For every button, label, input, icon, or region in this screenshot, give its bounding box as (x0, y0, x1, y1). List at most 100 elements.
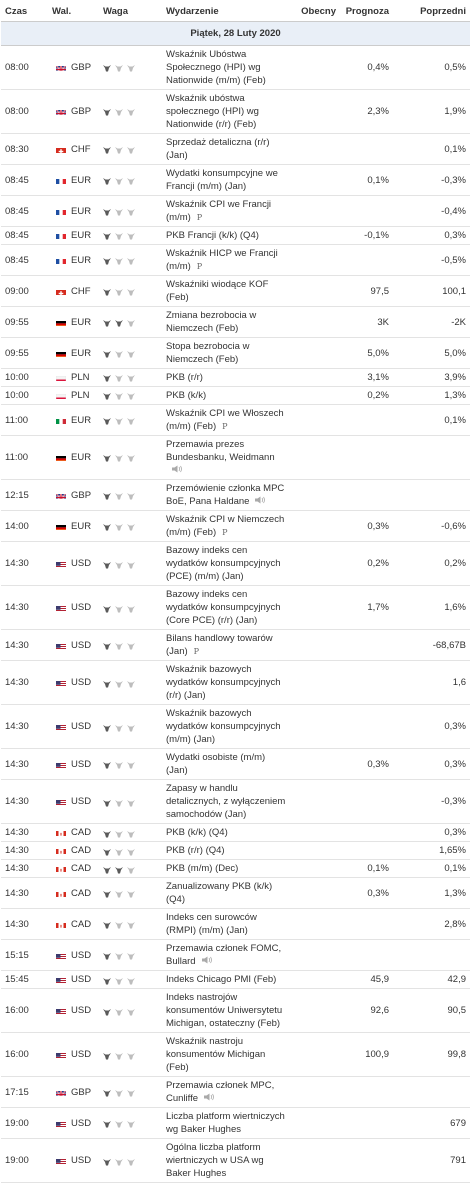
preliminary-marker[interactable]: P (222, 528, 227, 537)
col-header-actual[interactable]: Obecny (290, 0, 340, 22)
flag-us-icon (56, 1157, 66, 1164)
event-title[interactable]: Wskaźnik bazowych wydatków konsumpcyjnyc… (166, 708, 281, 745)
event-title[interactable]: PKB (r/r) (166, 372, 203, 383)
event-currency: CAD (71, 827, 91, 838)
event-title[interactable]: Bilans handlowy towarów (Jan) (166, 633, 273, 657)
event-time: 14:30 (1, 909, 48, 940)
event-title[interactable]: Wydatki osobiste (m/m) (Jan) (166, 752, 265, 776)
bull-icon (127, 976, 135, 984)
event-title[interactable]: Sprzedaż detaliczna (r/r) (Jan) (166, 137, 269, 161)
preliminary-marker[interactable]: P (197, 262, 202, 271)
event-title[interactable]: PKB (k/k) (Q4) (166, 827, 228, 838)
flag-fr-icon (56, 177, 66, 184)
event-title[interactable]: Stopa bezrobocia w Niemczech (Feb) (166, 341, 249, 365)
event-title[interactable]: Wskaźnik ubóstwa społecznego (HPI) wg Na… (166, 93, 259, 130)
event-title[interactable]: Liczba platform wiertniczych wg Baker Hu… (166, 1111, 285, 1135)
bull-icon (127, 760, 135, 768)
event-title[interactable]: Wskaźnik HICP we Francji (m/m) (166, 248, 278, 272)
bull-icon (127, 256, 135, 264)
event-title[interactable]: Indeks Chicago PMI (Feb) (166, 974, 276, 985)
col-header-previous[interactable]: Poprzedni (393, 0, 470, 22)
event-title[interactable]: Zmiana bezrobocia w Niemczech (Feb) (166, 310, 256, 334)
preliminary-marker[interactable]: P (222, 422, 227, 431)
event-previous: 0,3% (393, 227, 470, 245)
event-actual (290, 134, 340, 165)
bull-icon (115, 1157, 123, 1165)
event-title[interactable]: Wskaźnik Ubóstwa Społecznego (HPI) wg Na… (166, 49, 266, 86)
event-title[interactable]: Przemówienie członka MPC BoE, Pana Halda… (166, 483, 284, 507)
event-forecast: 2,3% (340, 90, 393, 134)
col-header-weight[interactable]: Waga (99, 0, 162, 22)
preliminary-marker[interactable]: P (197, 213, 202, 222)
event-previous: 0,3% (393, 749, 470, 780)
event-title[interactable]: Wskaźniki wiodące KOF (Feb) (166, 279, 268, 303)
event-title[interactable]: Przemawia członek MPC, Cunliffe (166, 1080, 274, 1104)
event-title[interactable]: Ogólna liczba platform wiertniczych w US… (166, 1142, 264, 1179)
event-time: 08:45 (1, 245, 48, 276)
event-title[interactable]: PKB (m/m) (Dec) (166, 863, 238, 874)
col-header-event[interactable]: Wydarzenie (162, 0, 290, 22)
bull-icon (127, 679, 135, 687)
event-title[interactable]: Bazowy indeks cen wydatków konsumpcyjnyc… (166, 545, 281, 582)
event-title[interactable]: PKB Francji (k/k) (Q4) (166, 230, 259, 241)
event-title[interactable]: Wydatki konsumpcyjne we Francji (m/m) (J… (166, 168, 278, 192)
importance-indicator (99, 909, 162, 940)
event-title[interactable]: Wskaźnik bazowych wydatków konsumpcyjnyc… (166, 664, 281, 701)
event-title[interactable]: Przemawia członek FOMC, Bullard (166, 943, 281, 967)
event-row[interactable]: 14:30 CAD Indeks cen surowców (RMPI) (m/m)… (1, 909, 470, 940)
event-currency: USD (71, 1005, 91, 1016)
event-title[interactable]: Wskaźnik CPI we Francji (m/m) (166, 199, 271, 223)
event-title[interactable]: Zapasy w handlu detalicznych, z wyłączen… (166, 783, 285, 820)
col-header-time[interactable]: Czas (1, 0, 48, 22)
event-title[interactable]: PKB (k/k) (166, 390, 206, 401)
preliminary-marker[interactable]: P (194, 647, 199, 656)
event-actual (290, 878, 340, 909)
event-title[interactable]: Bazowy indeks cen wydatków konsumpcyjnyc… (166, 589, 281, 626)
col-header-forecast[interactable]: Prognoza (340, 0, 393, 22)
event-title[interactable]: Indeks nastrojów konsumentów Uniwersytet… (166, 992, 282, 1029)
event-title[interactable]: Zanualizowany PKB (k/k) (Q4) (166, 881, 272, 905)
event-currency: CAD (71, 919, 91, 930)
col-header-currency[interactable]: Wal. (48, 0, 99, 22)
event-title[interactable]: Przemawia prezes Bundesbanku, Weidmann (166, 439, 275, 463)
event-actual (290, 780, 340, 824)
event-title[interactable]: PKB (r/r) (Q4) (166, 845, 225, 856)
event-title[interactable]: Wskaźnik nastroju konsumentów Michigan (… (166, 1036, 265, 1073)
bull-icon (115, 889, 123, 897)
event-title[interactable]: Indeks cen surowców (RMPI) (m/m) (Jan) (166, 912, 257, 936)
